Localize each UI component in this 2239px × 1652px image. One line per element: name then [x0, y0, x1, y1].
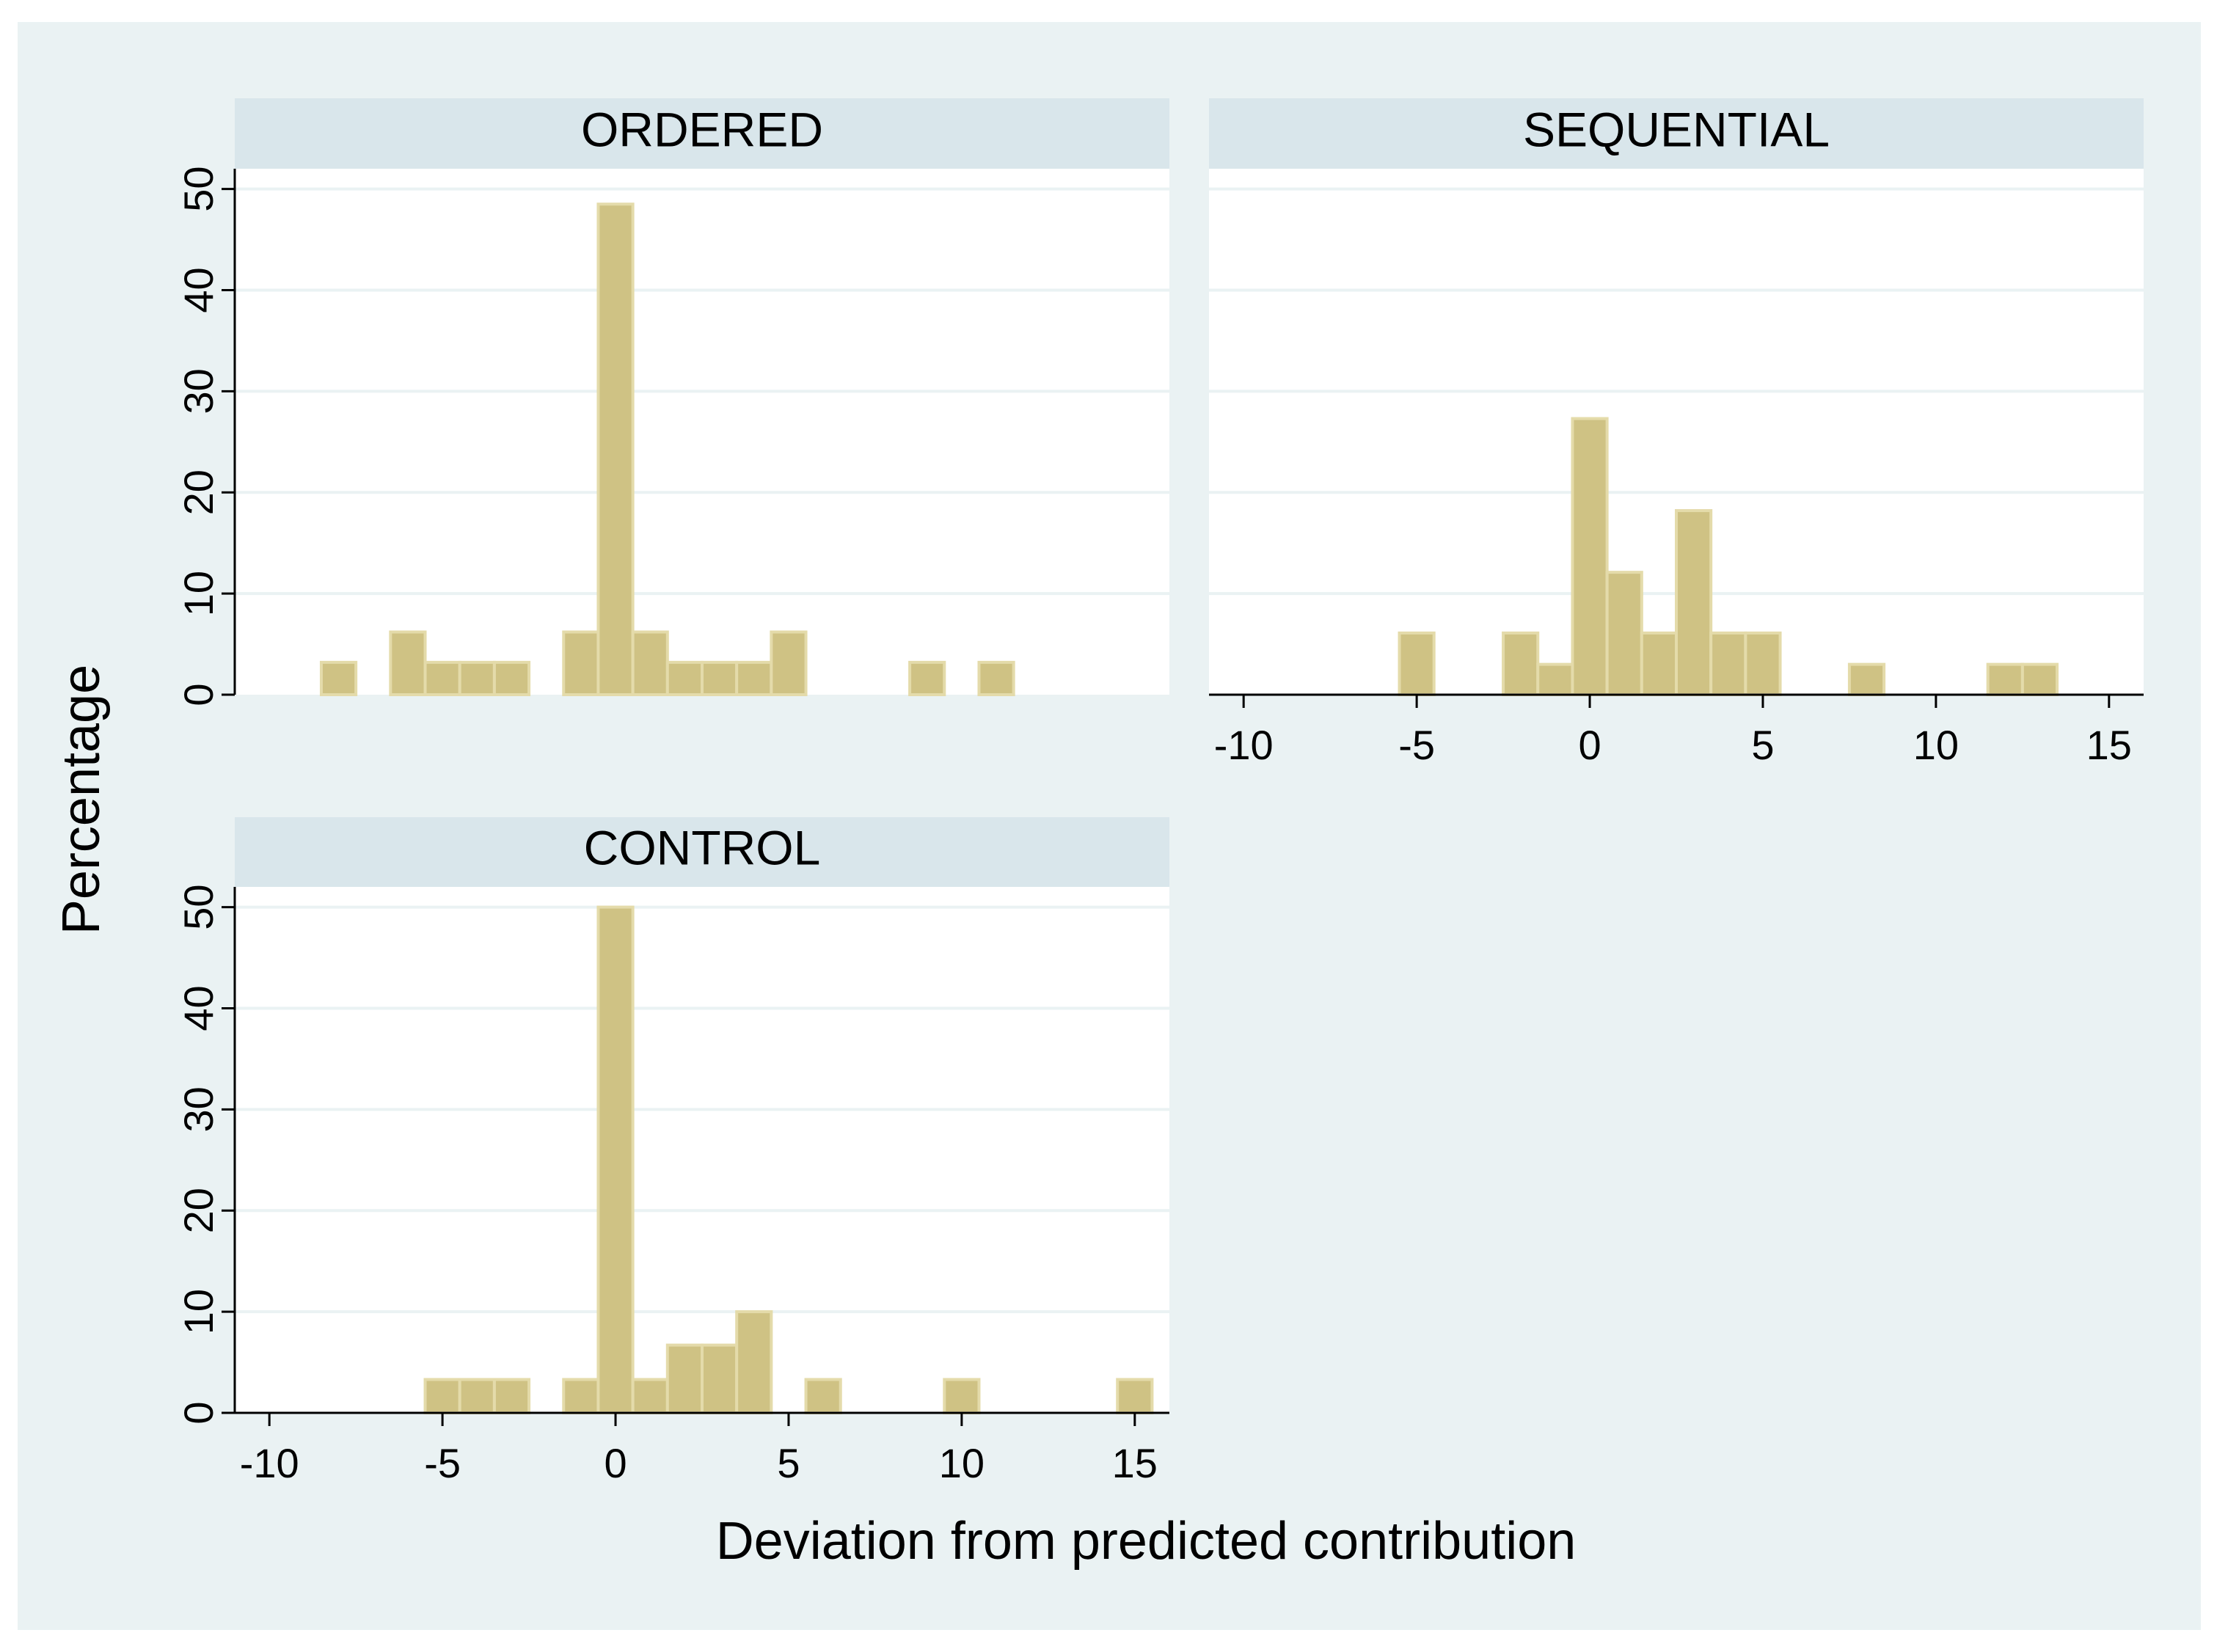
bar [458, 660, 496, 697]
bar [665, 660, 704, 697]
bar [1675, 509, 1713, 696]
axes: 0 10 20 30 40 50 [175, 166, 236, 706]
bar [1640, 631, 1678, 696]
panel-strip [1209, 98, 2144, 169]
bar [908, 660, 946, 697]
panel-control: CONTROL 0 10 20 30 40 50 -10 -5 0 5 10 15 [175, 817, 1169, 1486]
y-tick-label: 50 [175, 884, 222, 929]
x-tick-label: 15 [1112, 1440, 1158, 1486]
bar [596, 905, 635, 1414]
bar [1744, 631, 1782, 696]
bar [665, 1343, 704, 1414]
panel-title: CONTROL [584, 820, 821, 874]
bar [735, 1310, 773, 1414]
bar [562, 630, 600, 696]
panel-title: ORDERED [581, 102, 823, 156]
plot-area [235, 169, 1169, 695]
bar [631, 1378, 669, 1414]
y-tick-label: 30 [175, 368, 222, 414]
x-tick-label: -10 [1214, 722, 1274, 768]
x-tick-label: -10 [240, 1440, 299, 1486]
bar [1986, 662, 2024, 697]
bar [804, 1378, 842, 1414]
bar [770, 630, 808, 696]
y-tick-label: 40 [175, 985, 222, 1031]
y-tick-label: 30 [175, 1086, 222, 1132]
bar [1847, 662, 1886, 697]
bars [319, 202, 1015, 697]
axes: 0 10 20 30 40 50 -10 -5 0 5 10 15 [175, 884, 1169, 1486]
bar [596, 202, 635, 696]
bar [1536, 662, 1574, 697]
bar [631, 630, 669, 696]
bar [423, 1378, 461, 1414]
y-tick-label: 0 [175, 683, 222, 706]
x-axis-label: Deviation from predicted contribution [716, 1512, 1577, 1571]
panel-title: SEQUENTIAL [1523, 102, 1830, 156]
x-tick-label: -5 [1398, 722, 1435, 768]
bar [1709, 631, 1747, 696]
y-tick-label: 40 [175, 267, 222, 313]
x-tick-label: 0 [604, 1440, 627, 1486]
x-tick-label: -5 [424, 1440, 461, 1486]
x-tick-label: 5 [1751, 722, 1774, 768]
x-tick-label: 10 [939, 1440, 985, 1486]
gridlines [235, 905, 1169, 1314]
y-tick-label: 10 [175, 1289, 222, 1334]
y-tick-label: 0 [175, 1401, 222, 1424]
bar [319, 660, 358, 697]
y-tick-label: 20 [175, 1188, 222, 1233]
bar [423, 660, 461, 697]
bar [701, 1343, 739, 1414]
bar [458, 1378, 496, 1414]
bar [1571, 417, 1609, 696]
bar [701, 660, 739, 697]
bar [977, 660, 1015, 697]
x-tick-label: 10 [1913, 722, 1959, 768]
y-tick-label: 50 [175, 166, 222, 211]
bar [1605, 571, 1643, 696]
bar [389, 630, 427, 696]
gridlines [235, 187, 1169, 596]
axes: -10 -5 0 5 10 15 [1209, 693, 2144, 768]
bar [943, 1378, 981, 1414]
panel-strip [235, 817, 1169, 887]
bar [735, 660, 773, 697]
bar [1398, 631, 1436, 696]
x-tick-label: 5 [777, 1440, 800, 1486]
panel-ordered: ORDERED 0 10 20 30 40 50 [175, 98, 1169, 706]
x-tick-label: 0 [1578, 722, 1601, 768]
bar [492, 1378, 531, 1414]
bar [1502, 631, 1540, 696]
y-tick-label: 20 [175, 469, 222, 515]
panel-strip [235, 98, 1169, 169]
bar [1116, 1378, 1154, 1414]
bars [423, 905, 1154, 1414]
x-tick-label: 15 [2086, 722, 2132, 768]
bar [492, 660, 531, 697]
y-axis-label: Percentage [52, 665, 111, 935]
y-tick-label: 10 [175, 571, 222, 616]
plot-area [235, 887, 1169, 1413]
bar [562, 1378, 600, 1414]
bar [2020, 662, 2059, 697]
panel-sequential: SEQUENTIAL -10 -5 0 5 10 15 [1209, 98, 2144, 768]
